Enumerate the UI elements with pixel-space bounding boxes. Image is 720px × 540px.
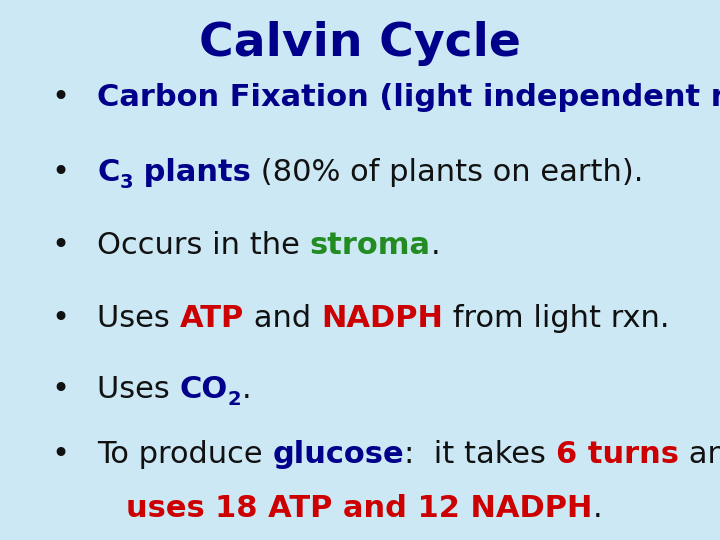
Text: .: . (431, 231, 441, 260)
Text: C: C (97, 158, 120, 187)
Text: and: and (679, 440, 720, 469)
Text: (80% of plants on earth).: (80% of plants on earth). (251, 158, 644, 187)
Text: Uses: Uses (97, 304, 180, 333)
Text: 3: 3 (120, 173, 133, 192)
Text: Occurs in the: Occurs in the (97, 231, 310, 260)
Text: •: • (52, 440, 70, 469)
Text: To produce: To produce (97, 440, 273, 469)
Text: 2: 2 (228, 390, 242, 409)
Text: uses: uses (126, 494, 215, 523)
Text: plants: plants (133, 158, 251, 187)
Text: .: . (593, 494, 603, 523)
Text: Calvin Cycle: Calvin Cycle (199, 21, 521, 66)
Text: •: • (52, 83, 70, 112)
Text: NADPH: NADPH (321, 304, 443, 333)
Text: :  it takes: : it takes (404, 440, 556, 469)
Text: .: . (242, 375, 251, 404)
Text: from light rxn.: from light rxn. (443, 304, 669, 333)
Text: and: and (244, 304, 321, 333)
Text: 6 turns: 6 turns (556, 440, 679, 469)
Text: •: • (52, 304, 70, 333)
Text: •: • (52, 158, 70, 187)
Text: •: • (52, 375, 70, 404)
Text: glucose: glucose (273, 440, 404, 469)
Text: ATP: ATP (180, 304, 244, 333)
Text: •: • (52, 231, 70, 260)
Text: Carbon Fixation (light independent rxn).: Carbon Fixation (light independent rxn). (97, 83, 720, 112)
Text: Uses: Uses (97, 375, 180, 404)
Text: 18 ATP and 12 NADPH: 18 ATP and 12 NADPH (215, 494, 593, 523)
Text: CO: CO (180, 375, 228, 404)
Text: stroma: stroma (310, 231, 431, 260)
